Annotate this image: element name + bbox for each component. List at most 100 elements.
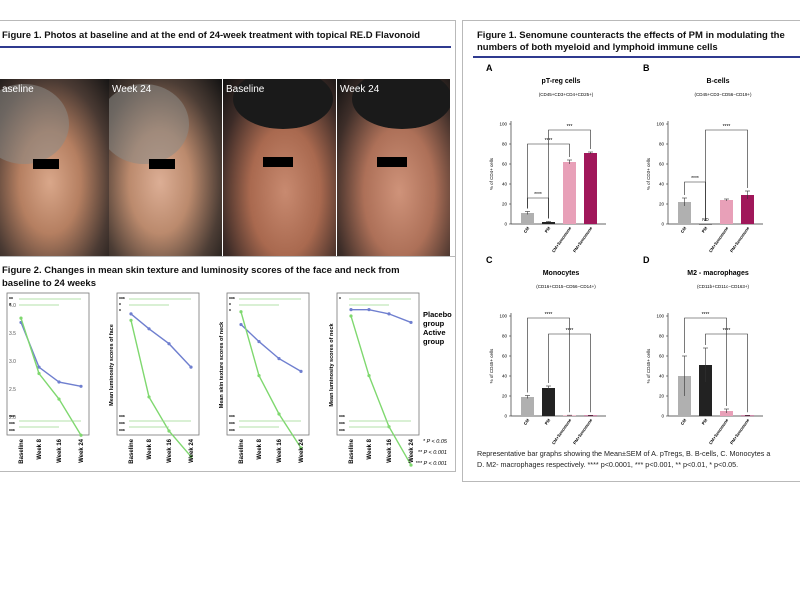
data-point (299, 369, 303, 373)
data-point (277, 412, 281, 416)
x-tick-label: PM (544, 225, 552, 233)
y-tick-label: 2.5 (9, 387, 16, 393)
chart-title: Monocytes (543, 270, 580, 277)
y-axis-label: Mean luminosity scores of face (109, 324, 115, 406)
y-tick-label: 100 (499, 122, 507, 127)
y-tick-label: 20 (502, 202, 508, 207)
data-point (167, 429, 171, 433)
sig-label: **** (566, 328, 574, 334)
sig-star: * (119, 303, 121, 309)
eye-censor-bar (263, 157, 293, 167)
data-point (387, 312, 391, 316)
panel-letter: C (486, 255, 493, 265)
y-tick-label: 20 (659, 394, 665, 399)
sig-star: * (9, 303, 11, 309)
caption-line2: D. M2- macrophages respectively. **** p<… (477, 460, 739, 469)
y-tick-label: 0 (661, 222, 664, 227)
bar-pm (542, 388, 555, 416)
y-tick-label: 100 (656, 122, 664, 127)
chart-title: B-cells (707, 78, 730, 85)
y-tick-label: 80 (659, 334, 665, 339)
sig-star: * (119, 309, 121, 315)
photo-label: Baseline (226, 84, 265, 95)
x-tick-label: PM+Senomune (729, 225, 751, 253)
sig-bracket (239, 298, 301, 306)
eye-censor-bar (377, 157, 407, 167)
y-tick-label: 60 (659, 354, 665, 359)
photo-label: Week 24 (340, 84, 380, 95)
x-tick-label: CM (679, 225, 687, 234)
y-tick-label: 80 (659, 142, 665, 147)
x-tick-label: Week 24 (79, 438, 85, 463)
eye-censor-bar (149, 159, 175, 169)
sig-star: *** (9, 429, 15, 435)
y-tick-label: 2.0 (9, 415, 16, 421)
sig-bracket (548, 129, 591, 219)
sig-bracket (129, 420, 191, 428)
panel-letter: B (643, 63, 650, 73)
bar-pm-senomune (584, 153, 597, 224)
sig-label: **** (702, 312, 710, 318)
sig-bracket (527, 197, 549, 219)
data-point (147, 395, 151, 399)
data-point (129, 312, 133, 316)
sig-label: *** (567, 124, 573, 130)
y-tick-label: 80 (502, 142, 508, 147)
sig-star: *** (339, 429, 345, 435)
photo-baseline-1: aseline (0, 79, 112, 267)
chart-subtitle: (CD11b+CD11c−CD163+) (697, 284, 749, 289)
x-tick-label: Week 16 (167, 438, 173, 463)
y-axis-label: Mean luminosity scores of neck (329, 322, 335, 406)
series-line-active (130, 320, 192, 458)
panel-letter: D (643, 255, 650, 265)
x-tick-label: Baseline (349, 438, 355, 463)
bar-pm-senomune (741, 415, 754, 417)
y-tick-label: 60 (502, 162, 508, 167)
sig-star: *** (339, 415, 345, 421)
x-tick-label: Week 16 (57, 438, 63, 463)
sig-bracket (684, 317, 727, 406)
data-point (189, 365, 193, 369)
sig-star: * (229, 309, 231, 315)
sig-bracket (548, 333, 591, 413)
y-tick-label: 100 (656, 314, 664, 319)
y-tick-label: 40 (659, 182, 665, 187)
senomune-title-line1: Figure 1. Senomune counteracts the effec… (477, 30, 785, 41)
nd-note: ND (702, 217, 709, 222)
y-tick-label: 0 (504, 414, 507, 419)
series-line-placebo (20, 322, 82, 387)
data-point (147, 327, 151, 331)
x-tick-label: Week 8 (147, 438, 153, 459)
p-value-note: ** P < 0.001 (418, 450, 447, 456)
x-tick-label: CM (679, 417, 687, 426)
x-tick-label: Week 8 (367, 438, 373, 459)
bar-cm (521, 213, 534, 224)
chart-subtitle: (CD45+CD3+CD4+CD25+) (539, 92, 594, 97)
sig-bracket (705, 129, 748, 221)
x-tick-label: Week 24 (409, 438, 415, 463)
sig-bracket (129, 298, 191, 306)
legend-active-2: group (423, 337, 445, 346)
y-axis-label: % of CD45+ cells (646, 348, 651, 383)
bar-cm-senomune (563, 415, 576, 416)
data-point (409, 463, 413, 467)
bar-pm (542, 222, 555, 224)
sig-label: **** (691, 176, 699, 182)
plot-frame (6, 292, 90, 436)
y-tick-label: 20 (502, 394, 508, 399)
fig2-line-charts: 4.03.53.02.52.0************Baseline Week … (6, 292, 452, 467)
data-point (37, 365, 41, 369)
x-tick-label: PM+Senomune (729, 417, 751, 445)
x-tick-label: CM+Senomune (551, 225, 573, 253)
y-tick-label: 60 (502, 354, 508, 359)
data-point (189, 454, 193, 459)
sig-label: **** (534, 192, 542, 198)
bar-cm-senomune (563, 162, 576, 224)
sig-bracket (19, 298, 81, 306)
x-tick-label: PM (701, 225, 709, 233)
bar-cm-senomune (720, 411, 733, 416)
caption-line1: Representative bar graphs showing the Me… (477, 449, 771, 458)
photo-week24-1: Week 24 (109, 79, 222, 267)
data-point (19, 316, 23, 320)
sig-star: *** (9, 422, 15, 428)
